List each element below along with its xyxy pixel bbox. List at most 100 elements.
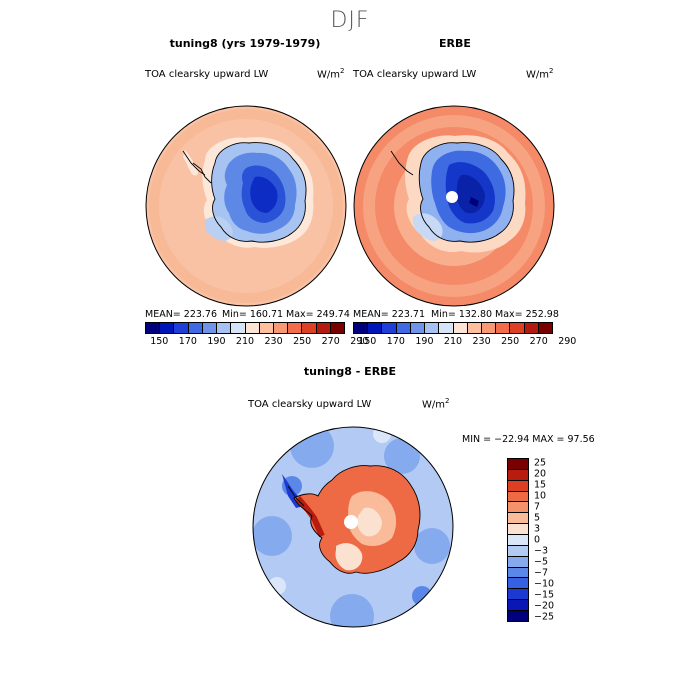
obs-colorbar-swatch — [425, 323, 440, 333]
diff-colorbar-tick-label: −15 — [534, 589, 555, 601]
diff-colorbar-swatch — [508, 491, 528, 503]
model-colorbar-tick-label: 210 — [235, 336, 255, 347]
obs-colorbar-tick-label: 190 — [415, 336, 434, 347]
obs-colorbar-swatch — [510, 323, 525, 333]
obs-colorbar-tick-label: 170 — [386, 336, 405, 347]
diff-units-label: W/m2 — [422, 397, 450, 411]
obs-colorbar-swatch — [396, 323, 411, 333]
diff-colorbar-tick-label: −20 — [534, 600, 555, 612]
model-colorbar-swatch — [202, 323, 218, 333]
obs-colorbar-tick-label: 270 — [529, 336, 548, 347]
diff-minmax-label: MIN = −22.94 MAX = 97.56 — [462, 434, 595, 445]
diff-panel-title: tuning8 - ERBE — [303, 365, 397, 378]
diff-colorbar-tick-label: 25 — [534, 457, 547, 469]
obs-coastline — [418, 142, 515, 243]
model-colorbar-swatch — [245, 323, 260, 333]
obs-colorbar-swatch — [496, 323, 511, 333]
diff-colorbar-swatch — [508, 578, 528, 590]
model-max-label: Max= 249.74 — [286, 309, 350, 320]
model-variable-label: TOA clearsky upward LW — [145, 69, 269, 80]
diff-colorbar-tick-label: −10 — [534, 578, 555, 590]
obs-colorbar — [353, 322, 553, 334]
diff-colorbar-tick-label: 7 — [534, 501, 541, 513]
obs-colorbar-swatch — [481, 323, 497, 333]
diff-colorbar-swatch — [508, 524, 528, 536]
model-colorbar-tick-label: 230 — [264, 336, 283, 347]
diff-colorbar-swatch — [508, 469, 528, 481]
obs-colorbar-swatch — [453, 323, 468, 333]
diff-coastline — [293, 465, 421, 574]
diff-colorbar-swatch — [508, 459, 528, 470]
model-panel-title: tuning8 (yrs 1979-1979) — [169, 37, 321, 50]
model-colorbar-swatch — [273, 323, 289, 333]
diff-pole-hole — [344, 515, 358, 529]
diff-colorbar-swatch — [508, 589, 528, 601]
diff-colorbar-swatch — [508, 480, 528, 492]
diff-colorbar-tick-label: 5 — [534, 512, 541, 524]
diff-polar-map — [252, 426, 454, 628]
figure-title: DJF — [330, 8, 370, 33]
model-colorbar-swatch — [174, 323, 189, 333]
obs-colorbar-tick-label: 210 — [443, 336, 463, 347]
diff-colorbar-swatch — [508, 567, 528, 579]
model-colorbar-swatch — [330, 323, 345, 333]
model-colorbar-tick-label: 270 — [321, 336, 340, 347]
diff-variable-label: TOA clearsky upward LW — [248, 399, 372, 410]
obs-mean-label: MEAN= 223.71 — [353, 309, 426, 320]
obs-units-label: W/m2 — [526, 67, 554, 81]
obs-pole-hole — [446, 191, 458, 203]
model-colorbar-swatch — [160, 323, 175, 333]
diff-colorbar — [507, 458, 529, 622]
diff-colorbar-tick-label: 20 — [534, 468, 547, 480]
obs-polar-map — [353, 105, 555, 307]
obs-colorbar-swatch — [524, 323, 539, 333]
obs-colorbar-swatch — [538, 323, 553, 333]
model-colorbar-swatch — [188, 323, 203, 333]
diff-colorbar-tick-label: −7 — [534, 567, 549, 579]
obs-colorbar-swatch — [467, 323, 482, 333]
diff-colorbar-swatch — [508, 556, 528, 568]
diff-colorbar-tick-label: 0 — [534, 534, 541, 546]
model-colorbar-swatch — [316, 323, 331, 333]
model-colorbar-swatch — [217, 323, 232, 333]
model-polar-map — [145, 105, 347, 307]
model-colorbar-tick-label: 170 — [178, 336, 197, 347]
diff-colorbar-swatch — [508, 513, 528, 525]
obs-colorbar-swatch — [382, 323, 397, 333]
model-colorbar — [145, 322, 345, 334]
model-colorbar-swatch — [302, 323, 317, 333]
model-coastline — [192, 142, 307, 243]
diff-colorbar-swatch — [508, 611, 528, 621]
obs-panel-title: ERBE — [439, 37, 471, 50]
diff-colorbar-swatch — [508, 502, 528, 514]
diff-colorbar-swatch — [508, 545, 528, 557]
model-mean-label: MEAN= 223.76 — [145, 309, 218, 320]
obs-colorbar-ticks: 150 170 190 210 230 250 270 290 — [353, 336, 576, 348]
obs-colorbar-swatch — [368, 323, 383, 333]
diff-colorbar-tick-label: −25 — [534, 611, 555, 623]
obs-colorbar-tick-label: 290 — [558, 336, 577, 347]
model-colorbar-swatch — [288, 323, 303, 333]
obs-colorbar-swatch — [410, 323, 426, 333]
model-colorbar-tick-label: 190 — [207, 336, 226, 347]
diff-colorbar-tick-label: 15 — [534, 479, 547, 491]
model-min-label: Min= 160.71 — [222, 309, 284, 320]
obs-colorbar-tick-label: 150 — [358, 336, 377, 347]
obs-max-label: Max= 252.98 — [495, 309, 559, 320]
model-colorbar-tick-label: 250 — [293, 336, 312, 347]
diff-colorbar-swatch — [508, 535, 528, 546]
model-colorbar-ticks: 150 170 190 210 230 250 270 290 — [145, 336, 368, 348]
obs-colorbar-tick-label: 230 — [472, 336, 491, 347]
diff-colorbar-tick-label: −3 — [534, 545, 549, 557]
model-colorbar-swatch — [146, 323, 161, 333]
obs-colorbar-swatch — [354, 323, 369, 333]
model-units-label: W/m2 — [317, 67, 345, 81]
diff-colorbar-tick-label: 10 — [534, 490, 547, 502]
obs-colorbar-tick-label: 250 — [501, 336, 520, 347]
model-colorbar-tick-label: 290 — [350, 336, 369, 347]
diff-colorbar-ticks: 25 20 15 10 7 5 3 0 −3 −5 −7 −10 −15 −20 −25 — [534, 458, 574, 622]
obs-colorbar-swatch — [439, 323, 454, 333]
obs-min-label: Min= 132.80 — [431, 309, 493, 320]
model-colorbar-swatch — [259, 323, 274, 333]
obs-variable-label: TOA clearsky upward LW — [353, 69, 477, 80]
